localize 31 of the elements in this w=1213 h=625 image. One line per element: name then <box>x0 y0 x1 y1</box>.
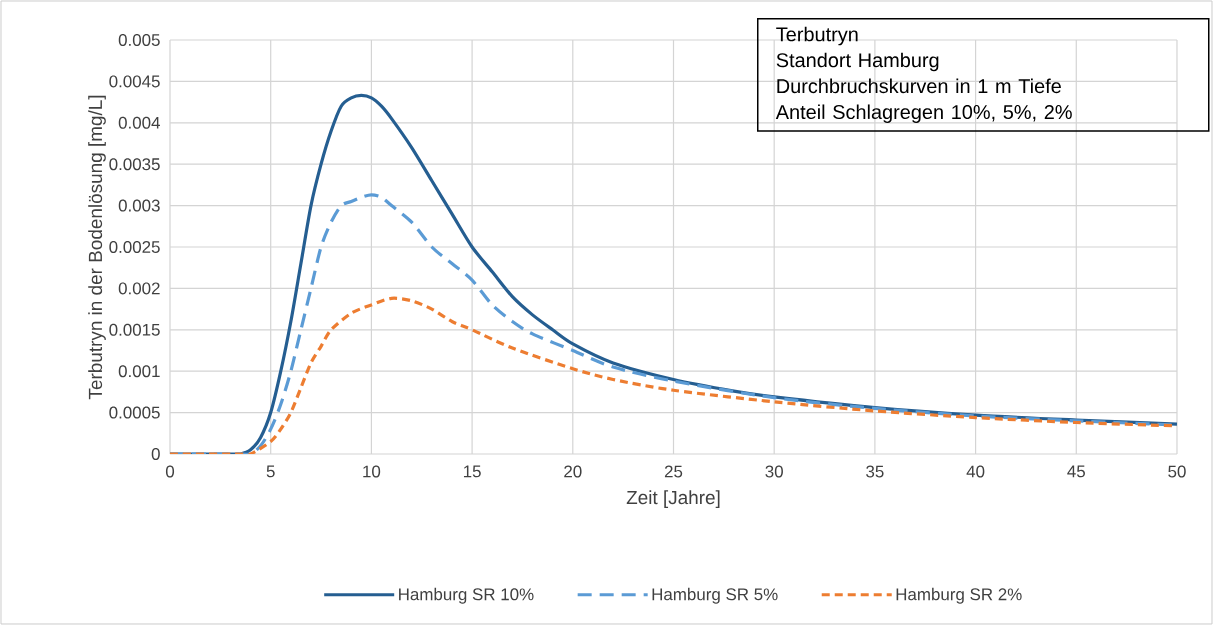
x-tick-label: 5 <box>266 465 275 478</box>
annotation: Standort Hamburg <box>776 52 939 72</box>
legend-label: Hamburg SR 5% <box>652 587 778 604</box>
legend-label: Hamburg SR 10% <box>399 587 534 604</box>
y-tick-label: 0.0015 <box>109 323 160 336</box>
x-tick-label: 50 <box>1168 465 1186 478</box>
x-tick-label: 40 <box>966 465 985 478</box>
x-tick-label: 30 <box>765 465 783 478</box>
y-tick-label: 0.0025 <box>109 240 160 253</box>
x-tick-label: 10 <box>363 465 381 478</box>
x-axis-title: Zeit [Jahre] <box>626 490 720 508</box>
x-tick-label: 20 <box>564 465 582 478</box>
chart-title: Terbutryn <box>776 26 858 46</box>
annotation: Durchbruchskurven in 1 m Tiefe <box>777 78 1061 94</box>
y-tick-label: 0.0035 <box>109 158 160 171</box>
y-tick-label: 0.004 <box>118 116 160 129</box>
x-tick-label: 15 <box>463 465 481 478</box>
annotation: Anteil Schlagregen 10%, 5%, 2% <box>775 104 1072 124</box>
x-tick-label: 0 <box>165 465 175 478</box>
x-tick-label: 45 <box>1067 465 1085 478</box>
y-tick-label: 0.002 <box>118 282 160 295</box>
y-tick-label: 0.003 <box>118 199 160 212</box>
y-tick-label: 0 <box>151 447 160 460</box>
x-tick-label: 25 <box>664 465 683 478</box>
x-tick-label: 35 <box>866 465 884 478</box>
y-tick-label: 0.001 <box>118 365 160 378</box>
y-axis-title: Terbutryn in der Bodenlösung [mg/L] <box>88 95 106 400</box>
y-tick-label: 0.0045 <box>109 75 160 88</box>
y-tick-label: 0.005 <box>118 33 160 46</box>
y-tick-label: 0.0005 <box>109 406 160 419</box>
legend-label: Hamburg SR 2% <box>896 587 1022 604</box>
